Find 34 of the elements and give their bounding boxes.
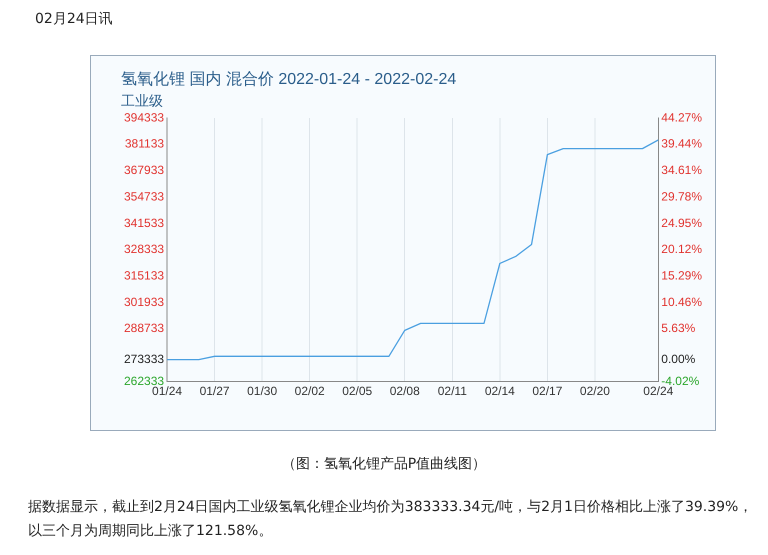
text: 据数据显示，截止到2月24日国内工业级氢氧化锂企业均价为383333.34元/吨，与2月1日价格相比上涨了39.39%，以三个月为周期同比上涨了121.58%。 <box>28 498 754 541</box>
y-tick-label: 301933 <box>124 294 164 309</box>
y-tick-label: 367933 <box>124 163 164 178</box>
text: （图：氢氧化锂产品P值曲线图） <box>280 455 488 473</box>
y2-tick-label: 0.00% <box>661 352 696 366</box>
x-tick-label: 02/17 <box>532 384 563 398</box>
y-tick-label: 328333 <box>124 242 164 256</box>
x-tick-label: 02/20 <box>580 384 610 398</box>
y-tick-label: 394333 <box>124 110 164 124</box>
y-tick-label: 273333 <box>124 352 164 366</box>
x-tick-label: 02/08 <box>390 384 420 398</box>
y2-tick-label: 20.12% <box>661 242 702 256</box>
y2-tick-label: 5.63% <box>661 321 696 336</box>
y2-tick-label: 39.44% <box>661 136 702 151</box>
chart-title: 氢氧化锂 国内 混合价 2022-01-24 - 2022-02-24 <box>121 70 456 88</box>
y2-tick-label: 34.61% <box>661 163 702 178</box>
text: 02月24日讯 <box>35 10 113 28</box>
x-tick-label: 02/02 <box>294 384 326 398</box>
x-tick-label: 02/14 <box>484 384 516 398</box>
x-tick-label: 01/30 <box>247 384 278 398</box>
y2-tick-label: 24.95% <box>661 216 702 230</box>
y2-tick-label: 29.78% <box>661 189 702 204</box>
y-tick-label: 341533 <box>124 216 164 230</box>
y-tick-label: 288733 <box>124 321 164 336</box>
y-tick-label: 381133 <box>124 136 164 151</box>
y2-tick-label: 15.29% <box>661 268 702 283</box>
y2-tick-label: 10.46% <box>661 294 702 309</box>
chart-subtitle: 工业级 <box>121 92 163 108</box>
x-tick-label: 01/27 <box>200 384 230 398</box>
y-tick-label: 315133 <box>124 268 164 282</box>
y2-tick-label: 44.27% <box>661 110 702 124</box>
x-tick-label: 02/05 <box>342 384 373 398</box>
y-tick-label: 354733 <box>124 189 164 204</box>
x-tick-label: 02/11 <box>438 384 468 398</box>
